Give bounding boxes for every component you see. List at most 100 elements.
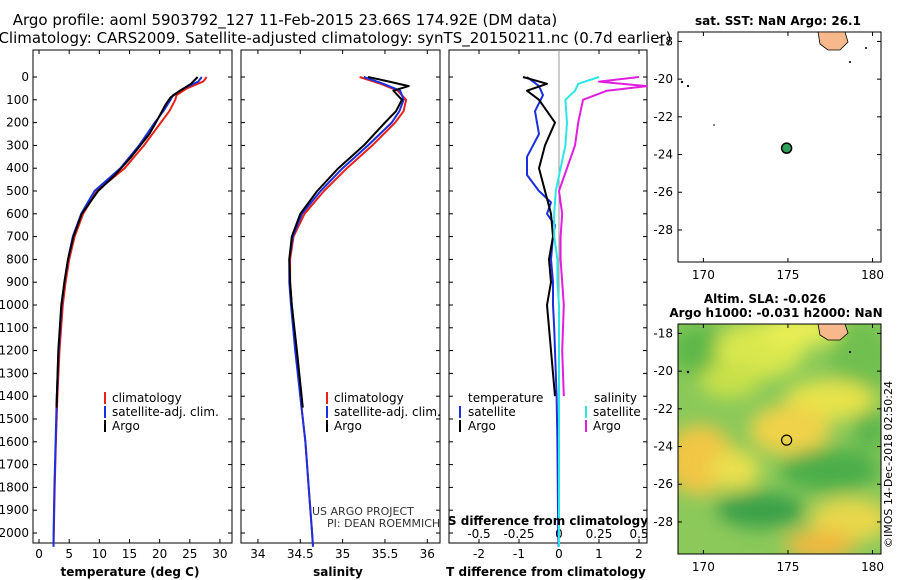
difference-legend: temperature salinity satellite Argo sate… (459, 391, 641, 433)
series-line-s-satellite (553, 76, 600, 547)
depth-tick-label: 700 (6, 230, 29, 244)
s-tick-label: 0.25 (586, 527, 613, 541)
depth-tick-label: 300 (6, 138, 29, 152)
legend-s-argo-swatch (326, 420, 328, 432)
imos-timestamp: ©IMOS 14-Dec-2018 02:50:24 (882, 381, 895, 548)
legend-satellite-label: satellite-adj. clim. (112, 405, 219, 419)
salinity-legend: climatology satellite-adj. clim. Argo (326, 391, 441, 433)
argo-float-marker (781, 434, 793, 446)
salinity-axis-label: salinity (313, 565, 363, 579)
legend-s-climatology-label: climatology (334, 391, 404, 405)
legend-t-satellite-label: satellite (468, 405, 516, 419)
depth-tick-label: 0 (21, 70, 29, 84)
sst-map-title: sat. SST: NaN Argo: 26.1 (695, 14, 861, 28)
legend-s-sat-swatch (585, 406, 587, 418)
map-x-tick-label: 175 (777, 268, 800, 282)
legend-salinity-title: salinity (594, 391, 637, 405)
title-line-2: Climatology: CARS2009. Satellite-adjuste… (0, 29, 672, 48)
x-tick-label: 15 (122, 547, 137, 561)
depth-tick-label: 1200 (0, 344, 29, 358)
map-y-tick-label: -24 (653, 440, 673, 454)
x-tick-label: -2 (473, 547, 485, 561)
depth-tick-label: 200 (6, 116, 29, 130)
legend-t-argo-swatch (459, 420, 461, 432)
temperature-legend: climatology satellite-adj. clim. Argo (104, 391, 219, 433)
depth-tick-label: 1600 (0, 435, 29, 449)
difference-panel-frame (448, 49, 648, 544)
map-y-tick-label: -28 (653, 515, 673, 529)
depth-tick-label: 1800 (0, 480, 29, 494)
x-tick-label: 1 (595, 547, 603, 561)
s-tick-label: 0.5 (629, 527, 648, 541)
t-difference-axis-label: T difference from climatology (446, 565, 646, 579)
s-difference-axis-label: S difference from climatology (448, 514, 648, 528)
map-y-tick-label: -20 (653, 364, 673, 378)
map-y-tick-label: -28 (653, 223, 673, 237)
x-tick-label: 34.5 (287, 547, 314, 561)
sst-map-land (680, 31, 867, 126)
depth-tick-label: 800 (6, 252, 29, 266)
depth-tick-label: 1400 (0, 389, 29, 403)
map-y-tick-label: -18 (653, 34, 673, 48)
depth-tick-label: 600 (6, 207, 29, 221)
x-tick-label: 36 (420, 547, 435, 561)
x-tick-label: 25 (182, 547, 197, 561)
depth-tick-label: 1300 (0, 366, 29, 380)
map-y-tick-label: -18 (653, 326, 673, 340)
legend-s-climatology-swatch (326, 392, 328, 404)
depth-tick-label: 1500 (0, 412, 29, 426)
map-x-tick-label: 170 (692, 560, 715, 574)
s-tick-label: -0.25 (503, 527, 534, 541)
legend-s-sat-label: satellite (593, 405, 641, 419)
legend-s-satellite-label: satellite-adj. clim. (334, 405, 441, 419)
legend-s-argo-label: Argo (334, 419, 362, 433)
series-line-t-satellite (526, 76, 560, 547)
map-x-tick-label: 175 (777, 560, 800, 574)
argo-float-marker (780, 142, 793, 154)
depth-tick-label: 900 (6, 275, 29, 289)
x-tick-label: 0 (35, 547, 43, 561)
map-x-tick-label: 170 (692, 268, 715, 282)
map-y-tick-label: -22 (653, 402, 673, 416)
x-tick-label: 35 (335, 547, 350, 561)
legend-argo-label: Argo (112, 419, 140, 433)
series-line-climatology (52, 76, 208, 547)
legend-climatology-label: climatology (112, 391, 182, 405)
series-line-argo (55, 76, 199, 408)
credit-project: US ARGO PROJECT (312, 505, 414, 518)
s-tick-label: -0.5 (467, 527, 490, 541)
x-tick-label: 34 (250, 547, 265, 561)
sla-map-frame (677, 323, 882, 555)
sla-map-title-1: Altim. SLA: -0.026 (704, 292, 826, 306)
series-line-satellite-adj-clim- (52, 76, 203, 547)
salinity-panel-frame (240, 49, 441, 544)
legend-t-argo-label: Argo (468, 419, 496, 433)
map-y-tick-label: -26 (653, 477, 673, 491)
x-tick-label: 20 (152, 547, 167, 561)
depth-tick-label: 1900 (0, 503, 29, 517)
legend-climatology-swatch (104, 392, 106, 404)
map-y-tick-label: -24 (653, 148, 673, 162)
map-x-tick-label: 180 (861, 560, 884, 574)
depth-tick-label: 400 (6, 161, 29, 175)
series-line-satellite-adj-clim- (288, 76, 405, 547)
credit-pi: PI: DEAN ROEMMICH (327, 517, 440, 530)
map-y-tick-label: -22 (653, 110, 673, 124)
legend-argo-swatch (104, 420, 106, 432)
series-line-argo (288, 76, 410, 408)
x-tick-label: 5 (65, 547, 73, 561)
map-x-tick-label: 180 (861, 268, 884, 282)
map-y-tick-label: -26 (653, 185, 673, 199)
sla-map-title-2: Argo h1000: -0.031 h2000: NaN (669, 306, 882, 320)
depth-tick-label: 100 (6, 93, 29, 107)
depth-tick-label: 1100 (0, 321, 29, 335)
legend-s-satellite-swatch (326, 406, 328, 418)
depth-tick-label: 1000 (0, 298, 29, 312)
sst-map-frame (677, 31, 882, 263)
x-tick-label: 35.5 (372, 547, 399, 561)
depth-tick-label: 1700 (0, 458, 29, 472)
map-y-tick-label: -20 (653, 72, 673, 86)
legend-t-satellite-swatch (459, 406, 461, 418)
x-tick-label: 30 (212, 547, 227, 561)
series-line-s-argo (558, 76, 648, 397)
